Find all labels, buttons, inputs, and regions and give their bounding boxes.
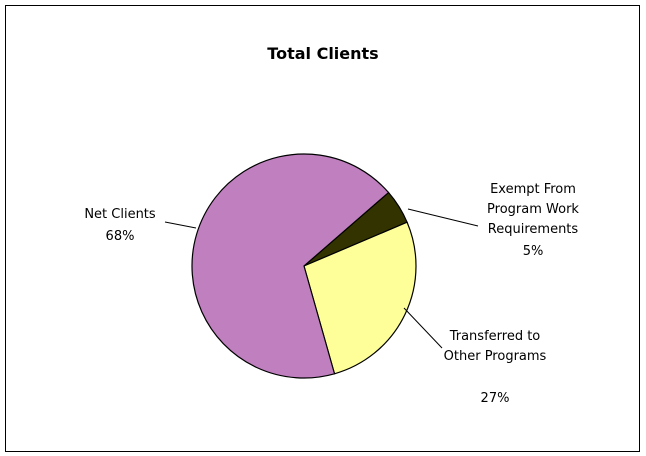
- slice-value-label: 68%: [105, 229, 135, 244]
- leader-line: [403, 307, 443, 349]
- slice-value-label: 27%: [480, 391, 510, 406]
- pie-slice: [191, 153, 390, 379]
- slice-label: Net Clients: [84, 207, 156, 222]
- leader-line: [407, 208, 479, 227]
- slice-label: Transferred to Other Programs: [443, 329, 547, 364]
- pie-slice: [303, 221, 417, 375]
- chart-title: Total Clients: [267, 44, 379, 63]
- slice-value-label: 5%: [522, 244, 544, 259]
- leader-line: [164, 221, 197, 229]
- slice-label: Exempt From Program Work Requirements: [487, 182, 579, 237]
